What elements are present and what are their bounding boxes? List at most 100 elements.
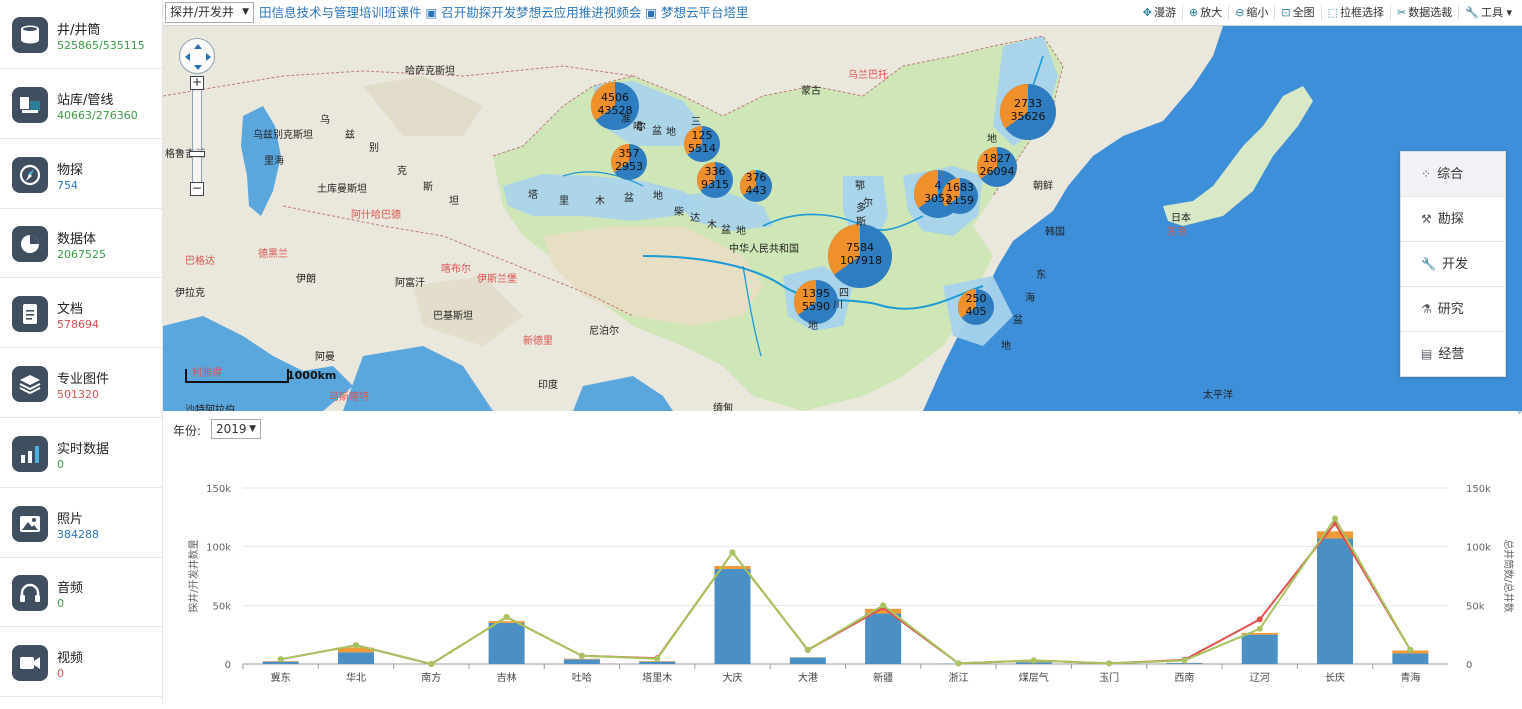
map-view[interactable]: 哈萨克斯坦乌兹别克斯坦乌兹别克斯坦土库曼斯坦里海格鲁吉亚伊朗阿富汗伊拉克巴基斯坦… <box>163 26 1522 411</box>
panel-item-4[interactable]: ▤经营 <box>1401 332 1505 377</box>
tool-zoom-in-button[interactable]: ⊕放大 <box>1182 5 1228 20</box>
capital-label: 伊斯兰堡 <box>477 270 517 285</box>
map-label: 巴基斯坦 <box>433 307 473 322</box>
document-icon <box>12 296 48 332</box>
tool-zoom-out-button[interactable]: ⊖缩小 <box>1228 5 1274 20</box>
tool-pan-button[interactable]: ✥漫游 <box>1137 5 1182 20</box>
panel-item-label: 勘探 <box>1438 212 1464 227</box>
collapse-chevron-icon[interactable]: ˅ <box>1517 411 1522 422</box>
series-point <box>730 550 736 556</box>
series-point <box>504 614 510 620</box>
zoom-in-button[interactable]: + <box>190 76 204 90</box>
scale-label: 1000km <box>287 369 336 382</box>
zoom-slider-track[interactable] <box>192 78 202 196</box>
map-label: 盆 <box>624 189 634 204</box>
tool-label: 全图 <box>1293 5 1315 20</box>
map-label: 木 <box>595 192 605 207</box>
zoom-slider-thumb[interactable] <box>189 151 205 157</box>
series-point <box>1257 626 1263 632</box>
map-label: 阿富汗 <box>395 274 425 289</box>
map-label: 哈萨克斯坦 <box>405 62 455 77</box>
bar-primary <box>1317 538 1353 664</box>
panel-item-1[interactable]: ⚒勘探 <box>1401 197 1505 242</box>
well-type-select[interactable]: 探井/开发井 ▼ <box>165 2 254 23</box>
tool-box-select-button[interactable]: ⬚拉框选择 <box>1321 5 1390 20</box>
sidebar-item-count: 525865/535115 <box>57 39 145 52</box>
news-marquee[interactable]: 田信息技术与管理培训班课件 ▣ 召开勘探开发梦想云应用推进视频会 ▣ 梦想云平台… <box>259 0 849 25</box>
map-label: 地 <box>736 222 746 237</box>
series-point <box>428 661 434 667</box>
map-label: 乌兹别克斯坦 <box>253 126 313 141</box>
cluster-exp-value: 250 <box>956 292 996 305</box>
capital-label: 马斯喀特 <box>329 388 369 403</box>
full-extent-icon: ⊡ <box>1281 5 1290 20</box>
map-label: 里海 <box>264 152 284 167</box>
sidebar-item-label: 专业图件 <box>57 368 109 387</box>
x-tick-label: 长庆 <box>1325 671 1345 684</box>
map-label: 里 <box>559 192 569 207</box>
tool-wrench-button[interactable]: 🔧工具 ▾ <box>1458 5 1518 20</box>
y-tick-label: 150k <box>206 484 231 495</box>
cluster-value: 405 <box>956 305 996 318</box>
bar-primary <box>489 623 525 664</box>
map-label: 沙特阿拉伯 <box>185 401 235 411</box>
headphones-icon <box>12 575 48 611</box>
cylinder-icon <box>12 17 48 53</box>
y-axis-label: 探井/开发井数量 <box>187 539 200 612</box>
x-tick-label: 大庆 <box>723 671 743 684</box>
series-point <box>1257 616 1263 622</box>
pan-control[interactable] <box>179 38 215 74</box>
capital-label: 东京 <box>1167 223 1187 238</box>
panel-item-2[interactable]: 🔧开发 <box>1401 242 1505 287</box>
sidebar-item-count: 578694 <box>57 318 99 331</box>
panel-item-0[interactable]: ⁘综合 <box>1401 152 1505 197</box>
map-label: 蒙古 <box>801 82 821 97</box>
x-tick-label: 南方 <box>421 671 441 684</box>
map-label: 别 <box>369 139 379 154</box>
layers-icon <box>12 366 48 402</box>
cluster-value: 443 <box>736 184 776 197</box>
x-tick-label: 大港 <box>798 671 818 684</box>
map-label: 乌 <box>320 111 330 126</box>
x-tick-label: 青海 <box>1400 671 1420 684</box>
map-label: 朝鲜 <box>1033 177 1053 192</box>
y-tick-label: 50k <box>212 601 231 612</box>
tool-label: 数据选裁 <box>1408 5 1452 20</box>
map-label: 木 <box>707 216 717 231</box>
sidebar-item-count: 384288 <box>57 528 99 541</box>
y-tick-label-right: 150k <box>1466 484 1491 495</box>
panel-item-label: 开发 <box>1442 257 1468 272</box>
map-label: 塔 <box>528 186 538 201</box>
map-toolbar: 探井/开发井 ▼ 田信息技术与管理培训班课件 ▣ 召开勘探开发梦想云应用推进视频… <box>163 0 1522 26</box>
cluster-value: 5514 <box>682 142 722 155</box>
chevron-down-icon: ▼ <box>242 3 249 22</box>
panel-item-3[interactable]: ⚗研究 <box>1401 287 1505 332</box>
year-select[interactable]: 2019 ▼ <box>211 419 261 439</box>
cluster-exp-value: 4506 <box>595 91 635 104</box>
series-point <box>1407 647 1413 653</box>
cluster-exp-value: 125 <box>682 129 722 142</box>
series-point <box>1106 660 1112 666</box>
sidebar-item-count: 40663/276360 <box>57 109 138 122</box>
well-type-value: 探井/开发井 <box>170 5 234 19</box>
map-label: 多 <box>856 199 866 214</box>
map-label: 海 <box>1025 289 1035 304</box>
y-tick-label: 0 <box>225 660 231 671</box>
series-point <box>955 660 961 666</box>
tool-clip-button[interactable]: ✂数据选裁 <box>1390 5 1458 20</box>
tool-full-extent-button[interactable]: ⊡全图 <box>1274 5 1320 20</box>
zoom-out-button[interactable]: − <box>190 182 204 196</box>
x-tick-label: 浙江 <box>948 672 968 684</box>
y-tick-label: 100k <box>206 543 231 554</box>
map-label: 克 <box>397 162 407 177</box>
